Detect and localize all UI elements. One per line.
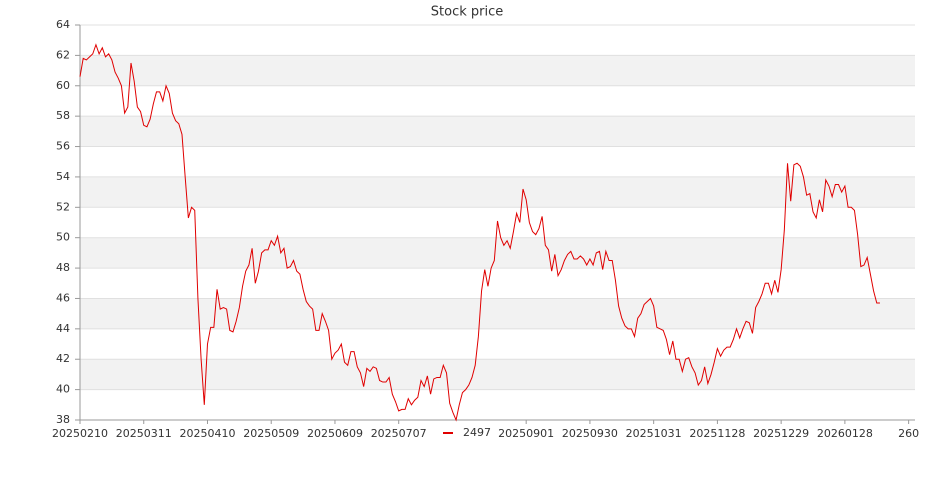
x-tick-label: 20251128 [689,427,745,440]
grid-band [80,116,915,147]
y-tick-label: 52 [56,200,70,213]
x-tick-label: 20250609 [307,427,363,440]
y-tick-label: 58 [56,109,70,122]
grid-band [80,176,915,208]
y-tick-label: 50 [56,231,70,244]
x-tick-label: 20250930 [562,427,618,440]
x-tick-label: 20251031 [626,427,682,440]
y-tick-label: 44 [56,322,70,335]
chart-title: Stock price [431,5,503,20]
y-tick-label: 56 [56,140,70,153]
x-tick-label: 20250210 [52,427,108,440]
y-tick-label: 62 [56,48,70,61]
series-line [79,43,880,422]
y-tick-label: 54 [56,170,70,183]
x-tick-label: 20250311 [116,427,172,440]
x-tick-label: 260 [898,427,919,440]
legend-label: 2497 [463,426,491,439]
grid-band [80,237,915,269]
grid-band [80,298,915,329]
y-tick-label: 46 [56,291,70,304]
grid-band [80,359,915,390]
x-tick-label: 20250410 [179,427,235,440]
x-tick-label: 20250707 [371,427,427,440]
grid-band [80,55,915,86]
x-tick-label: 20250901 [498,427,554,440]
y-tick-label: 38 [56,413,70,426]
y-tick-label: 48 [56,261,70,274]
x-tick-label: 20250509 [243,427,299,440]
y-tick-label: 42 [56,352,70,365]
y-tick-label: 64 [56,18,70,31]
x-tick-label: 20260128 [817,427,873,440]
legend-swatch [443,432,453,434]
y-tick-label: 40 [56,383,70,396]
x-tick-label: 20251229 [753,427,809,440]
y-tick-label: 60 [56,79,70,92]
